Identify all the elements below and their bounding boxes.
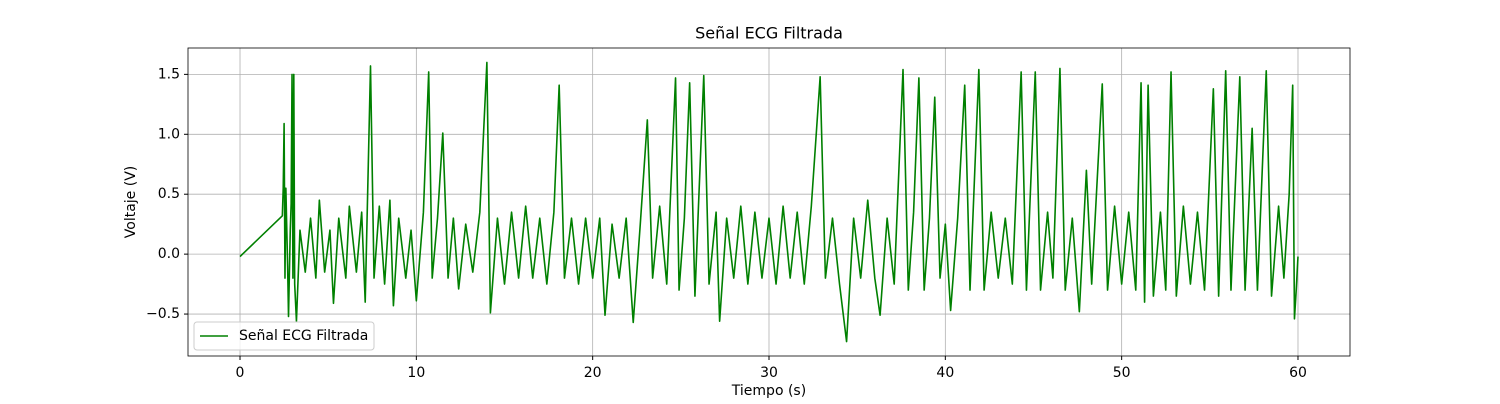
x-tick-label: 50 (1113, 365, 1131, 381)
x-tick-label: 60 (1289, 365, 1307, 381)
y-tick-label: 0.0 (158, 246, 180, 262)
legend: Señal ECG Filtrada (193, 321, 375, 351)
x-axis-label: Tiempo (s) (731, 383, 806, 399)
y-tick-label: 0.5 (158, 186, 180, 202)
x-tick-label: 0 (236, 365, 245, 381)
legend-box (193, 321, 375, 351)
y-axis-label: Voltaje (V) (123, 166, 139, 238)
data-line (239, 61, 1299, 343)
legend-label: Señal ECG Filtrada (239, 328, 368, 344)
x-tick-label: 40 (936, 365, 954, 381)
y-tick-label: 1.0 (158, 126, 180, 142)
plot-frame (187, 47, 1351, 357)
chart-title: Señal ECG Filtrada (695, 24, 843, 43)
y-tick-label: −0.5 (146, 306, 180, 322)
x-tick-label: 10 (407, 365, 425, 381)
y-tick-label: 1.5 (158, 66, 180, 82)
x-tick-label: 30 (760, 365, 778, 381)
x-tick-label: 20 (584, 365, 602, 381)
